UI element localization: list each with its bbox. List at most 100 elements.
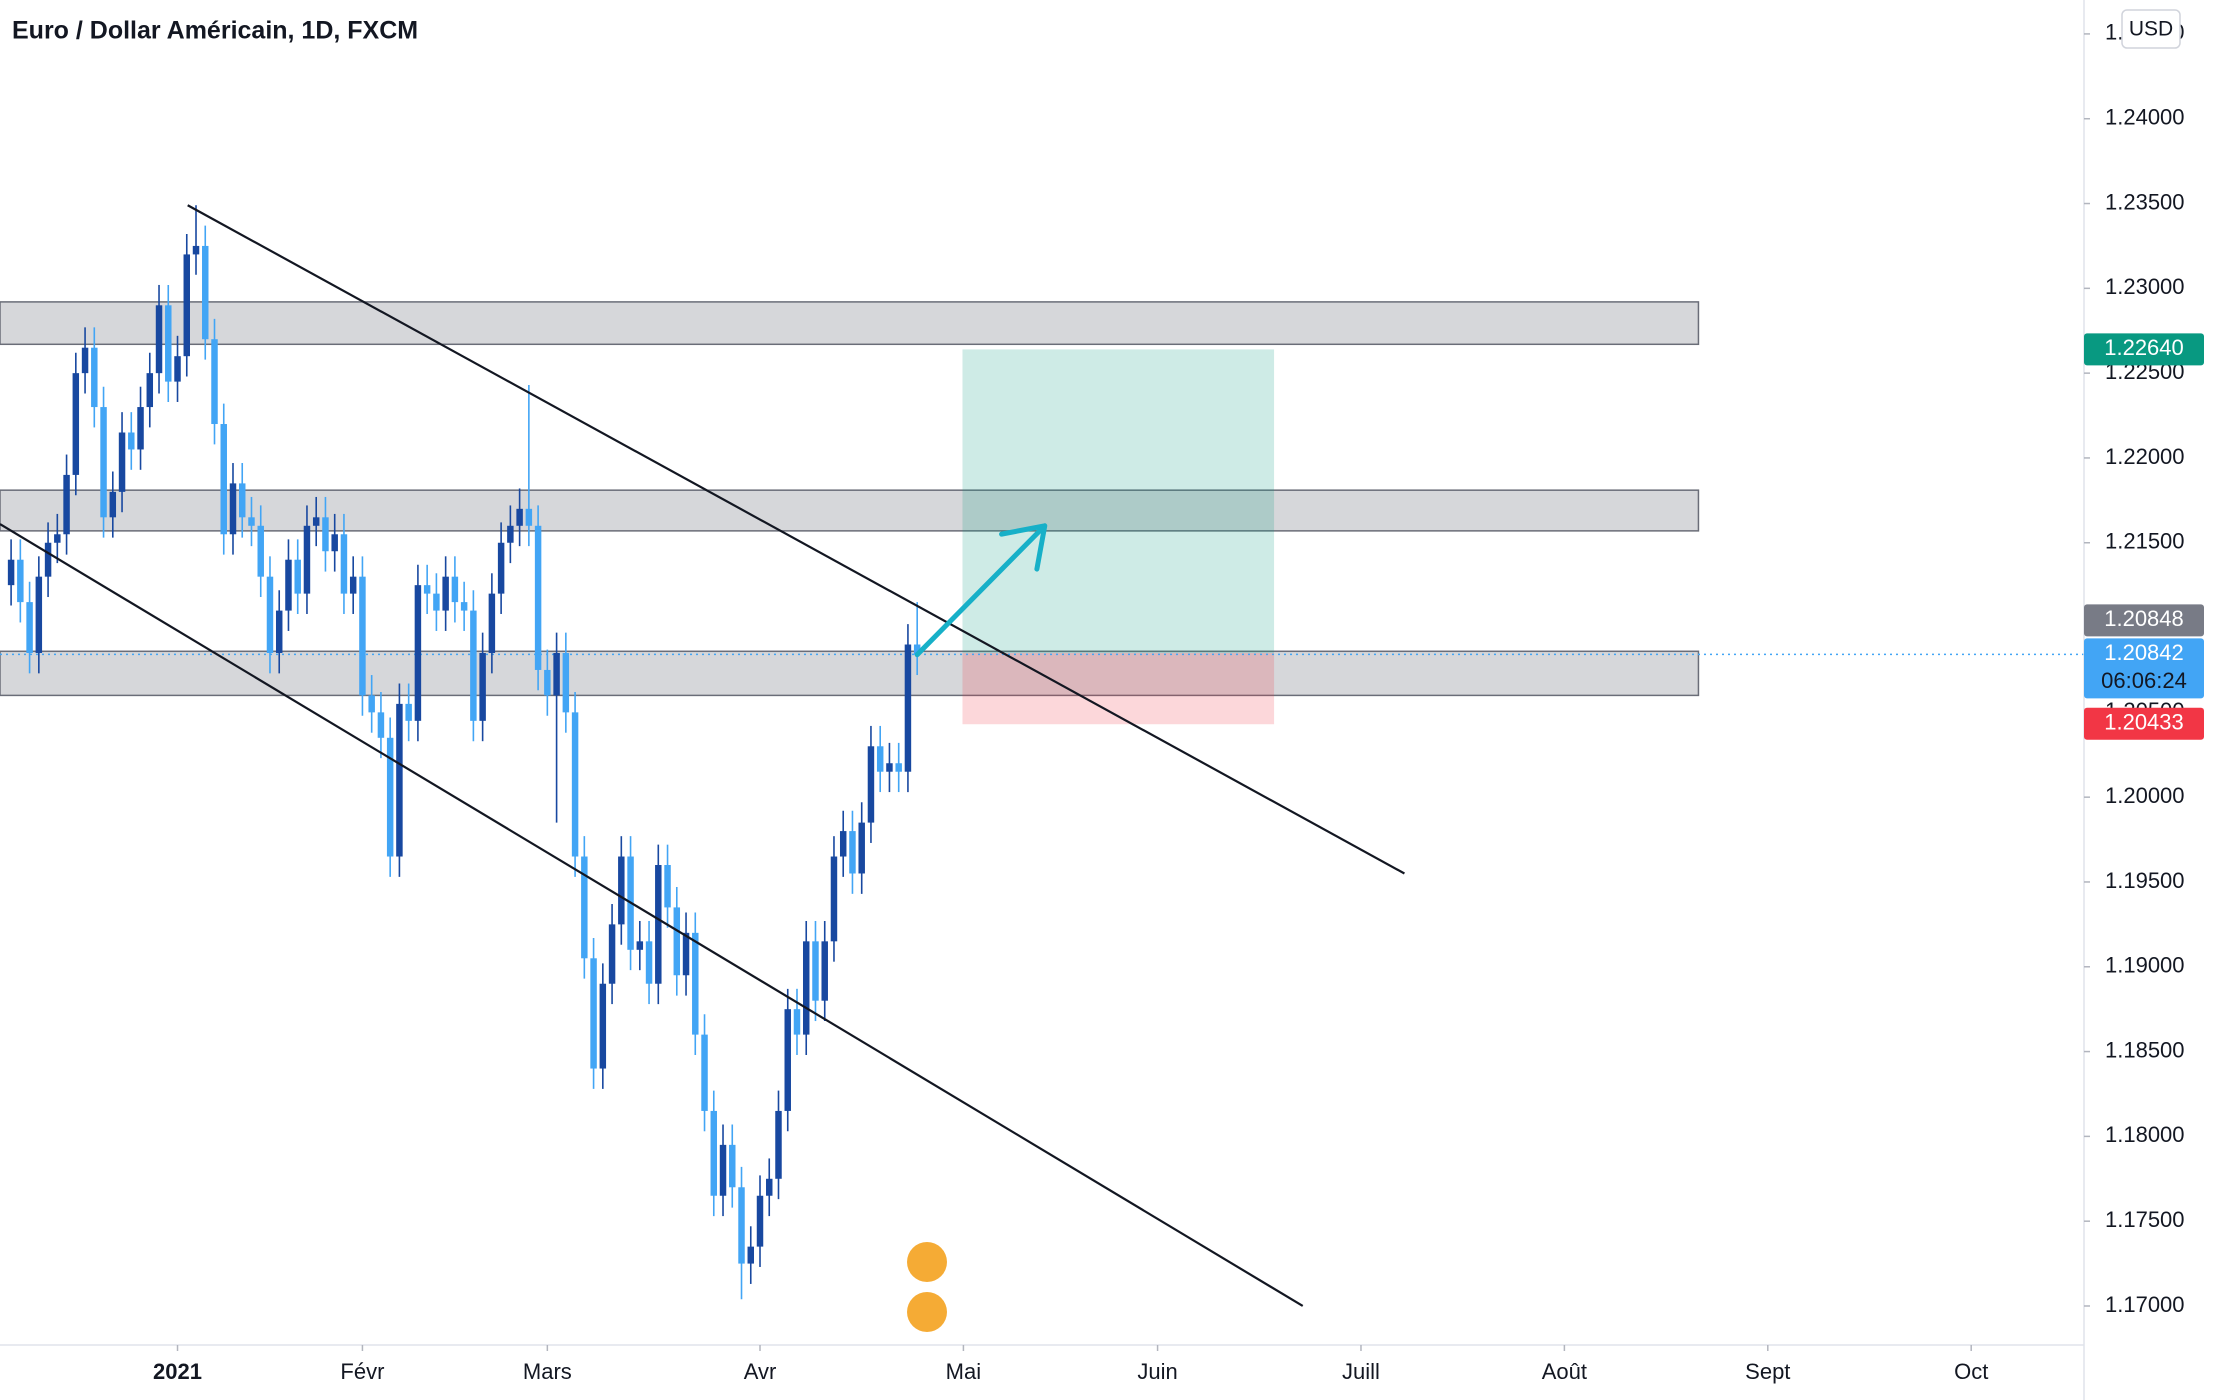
candle-body: [673, 907, 681, 976]
event-icon[interactable]: [907, 1292, 947, 1332]
price-badge: [2084, 707, 2204, 740]
candle-body: [257, 525, 264, 577]
candle-body: [183, 254, 191, 357]
y-tick-label: 1.21500: [2105, 529, 2185, 554]
candle-body: [497, 542, 505, 594]
candle-body: [858, 822, 865, 874]
candle-body: [35, 576, 43, 653]
candle-body: [211, 339, 218, 425]
candle-body: [109, 491, 117, 518]
sr-zone: [0, 489, 1700, 532]
x-tick-label: Avr: [744, 1359, 777, 1384]
candle-body: [599, 983, 607, 1069]
candle-body: [682, 932, 690, 976]
candle-body: [386, 737, 394, 857]
candle-body: [821, 941, 828, 1001]
x-tick-label: Oct: [1954, 1359, 1988, 1384]
candle-body: [266, 576, 274, 653]
x-tick-label: Févr: [340, 1359, 384, 1384]
candle-body: [174, 356, 181, 382]
candle-body: [544, 669, 551, 696]
price-badge-label: 1.22640: [2104, 335, 2184, 360]
candle-body: [423, 585, 431, 594]
x-tick-label: Juin: [1137, 1359, 1177, 1384]
candle-body: [26, 602, 33, 653]
plot-area: [0, 204, 2084, 1307]
candle-body: [155, 305, 163, 374]
currency-label[interactable]: USD: [2129, 18, 2173, 41]
price-badge: [2084, 604, 2204, 637]
candle-body: [876, 746, 884, 772]
candle-body: [442, 576, 449, 611]
candle-body: [867, 746, 875, 823]
candle-body: [405, 703, 412, 721]
candle-body: [479, 652, 486, 721]
candle-body: [451, 576, 459, 603]
candle-body: [692, 932, 699, 1035]
candle-body: [571, 712, 579, 857]
y-tick-label: 1.19000: [2105, 953, 2185, 978]
candle-body: [331, 534, 338, 552]
y-tick-label: 1.19500: [2105, 868, 2185, 893]
candle-body: [516, 508, 523, 526]
candle-body: [91, 347, 98, 408]
trend-line: [187, 204, 1405, 875]
candle-body: [664, 865, 671, 908]
candle-body: [812, 941, 819, 1001]
candle-body: [636, 941, 644, 950]
chart-title: Euro / Dollar Américain, 1D, FXCM: [12, 17, 418, 45]
position-loss: [962, 652, 1275, 725]
candle-body: [525, 508, 533, 526]
candle-body: [645, 941, 653, 984]
candle-body: [303, 525, 311, 594]
price-badge-label: 1.20848: [2104, 606, 2184, 631]
candle-body: [534, 525, 542, 670]
countdown: 06:06:24: [2101, 668, 2187, 693]
candle-body: [368, 695, 375, 713]
candle-body: [340, 534, 348, 594]
candle-body: [165, 305, 172, 382]
candle-body: [220, 424, 227, 535]
candle-body: [830, 856, 838, 942]
candle-body: [562, 652, 570, 713]
y-tick-label: 1.18000: [2105, 1122, 2185, 1147]
candle-body: [766, 1178, 773, 1196]
candle-body: [802, 941, 810, 1035]
candle-body: [285, 559, 292, 611]
candle-body: [54, 534, 61, 543]
candle-body: [322, 517, 329, 552]
sr-zone: [0, 301, 1700, 346]
arrow: [914, 523, 1048, 658]
candle-body: [655, 865, 662, 984]
currency-button[interactable]: [2121, 9, 2181, 49]
candle-body: [192, 245, 200, 255]
candle-body: [229, 483, 237, 535]
candle-body: [396, 703, 403, 857]
x-tick-label: Août: [1542, 1359, 1587, 1384]
price-badge: [2084, 638, 2204, 699]
y-tick-label: 1.24000: [2105, 105, 2185, 130]
candle-body: [63, 474, 70, 535]
candle-body: [81, 347, 89, 374]
y-tick-label: 1.17500: [2105, 1207, 2185, 1232]
trend-line: [0, 523, 1304, 1307]
candle-body: [849, 831, 856, 874]
candle-body: [710, 1110, 718, 1196]
candle-body: [701, 1034, 708, 1111]
candle-body: [146, 373, 154, 408]
candle-body: [414, 585, 422, 721]
candle-body: [137, 407, 144, 450]
event-icon[interactable]: [907, 1242, 947, 1282]
candle-body: [886, 763, 893, 772]
candle-body: [275, 610, 283, 653]
candle-body: [581, 856, 588, 959]
candle-body: [17, 559, 24, 603]
candle-body: [895, 763, 902, 772]
candle-body: [756, 1195, 764, 1247]
y-tick-label: 1.18500: [2105, 1037, 2185, 1062]
candle-body: [128, 432, 135, 450]
candle-body: [433, 593, 440, 611]
candle-body: [839, 831, 847, 857]
candle-body: [590, 958, 597, 1069]
